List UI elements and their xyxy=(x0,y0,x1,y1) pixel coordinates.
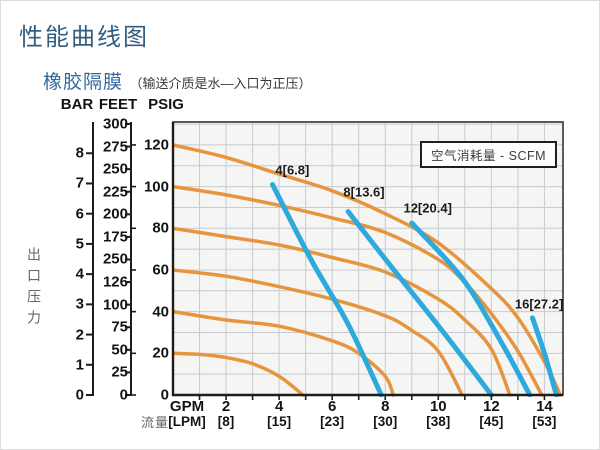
psig-tick-label: 60 xyxy=(152,261,169,279)
gpm-tick-label: 14 xyxy=(536,398,553,415)
gpm-tick-label: 10 xyxy=(429,398,447,415)
feet-tick-label: 200 xyxy=(102,205,128,223)
air-consumption-legend: 空气消耗量 - SCFM xyxy=(420,141,558,168)
gpm-tick-label: 2 xyxy=(221,398,231,415)
psig-tick-label: 100 xyxy=(143,178,169,196)
air-line-4 xyxy=(270,182,384,397)
feet-tick-label: 75 xyxy=(111,318,128,336)
psig-tick-label: 40 xyxy=(152,303,169,321)
flow-rate-axis-title: 流量 xyxy=(141,415,170,430)
air-line-8 xyxy=(345,209,494,397)
psig-tick-label: 80 xyxy=(152,219,169,237)
subtitle-row: 橡胶隔膜 （输送介质是水—入口为正压） xyxy=(43,67,311,94)
lpm-tick-label: [38] xyxy=(426,414,451,429)
pressure-curve-60psi xyxy=(173,268,464,397)
outlet-pressure-axis-title: 出口压力 xyxy=(26,247,42,331)
bar-tick-label: 4 xyxy=(75,265,84,283)
bar-tick-label: 1 xyxy=(75,356,84,374)
pressure-curve-100psi xyxy=(173,184,544,397)
bar-tick-label: 2 xyxy=(75,326,84,344)
air-line-12 xyxy=(409,220,533,397)
feet-tick-label: 275 xyxy=(102,138,128,156)
psig-axis-header: PSIG xyxy=(148,96,184,113)
feet-tick-label: 126 xyxy=(102,273,128,291)
air-line-label-12: 12[20.4] xyxy=(403,200,452,216)
lpm-tick-label: [45] xyxy=(479,414,504,429)
feet-tick-label: 250 xyxy=(102,250,128,268)
lpm-tick-label: [53] xyxy=(532,414,557,429)
feet-tick-label: 225 xyxy=(102,183,128,201)
pressure-curve-80psi xyxy=(173,226,512,397)
air-line-label-16: 16[27.2] xyxy=(514,296,564,312)
feet-tick-label: 300 xyxy=(102,115,128,133)
air-line-label-4: 4[6.8] xyxy=(275,162,310,178)
lpm-tick-label: [15] xyxy=(267,414,292,429)
gpm-tick-label: 6 xyxy=(328,398,337,415)
page-title: 性能曲线图 xyxy=(19,24,149,51)
gpm-unit-label: GPM xyxy=(169,398,205,415)
lpm-unit-label: [LPM] xyxy=(168,414,206,429)
bar-tick-label: 3 xyxy=(75,295,84,313)
bar-tick-label: 8 xyxy=(75,144,84,162)
psig-tick-label: 120 xyxy=(143,136,169,154)
lpm-tick-label: [8] xyxy=(217,414,235,429)
psig-tick-label: 0 xyxy=(160,386,169,404)
pressure-curve-20psi xyxy=(173,351,305,397)
feet-tick-label: 100 xyxy=(102,296,128,314)
feet-tick-label: 50 xyxy=(111,341,128,359)
psig-tick-label: 20 xyxy=(152,344,169,362)
pressure-curve-40psi xyxy=(173,309,395,397)
bar-tick-label: 7 xyxy=(75,174,84,192)
air-line-label-8: 8[13.6] xyxy=(343,184,385,200)
lpm-tick-label: [30] xyxy=(373,414,398,429)
bar-axis-header: BAR xyxy=(60,96,94,113)
gpm-tick-label: 4 xyxy=(274,398,284,415)
air-line-16 xyxy=(530,315,559,397)
gpm-tick-label: 8 xyxy=(381,398,390,415)
diaphragm-type-label: 橡胶隔膜 xyxy=(43,72,124,93)
gpm-tick-label: 12 xyxy=(483,398,500,415)
bar-tick-label: 6 xyxy=(75,205,84,223)
feet-tick-label: 250 xyxy=(102,160,128,178)
feet-tick-label: 175 xyxy=(102,228,128,246)
bar-tick-label: 0 xyxy=(75,386,84,404)
feet-tick-label: 25 xyxy=(111,363,128,381)
feet-axis-header: FEET xyxy=(98,96,138,113)
feet-tick-label: 0 xyxy=(119,386,128,404)
bar-tick-label: 5 xyxy=(75,235,84,253)
medium-note: （输送介质是水—入口为正压） xyxy=(129,76,312,91)
lpm-tick-label: [23] xyxy=(320,414,345,429)
